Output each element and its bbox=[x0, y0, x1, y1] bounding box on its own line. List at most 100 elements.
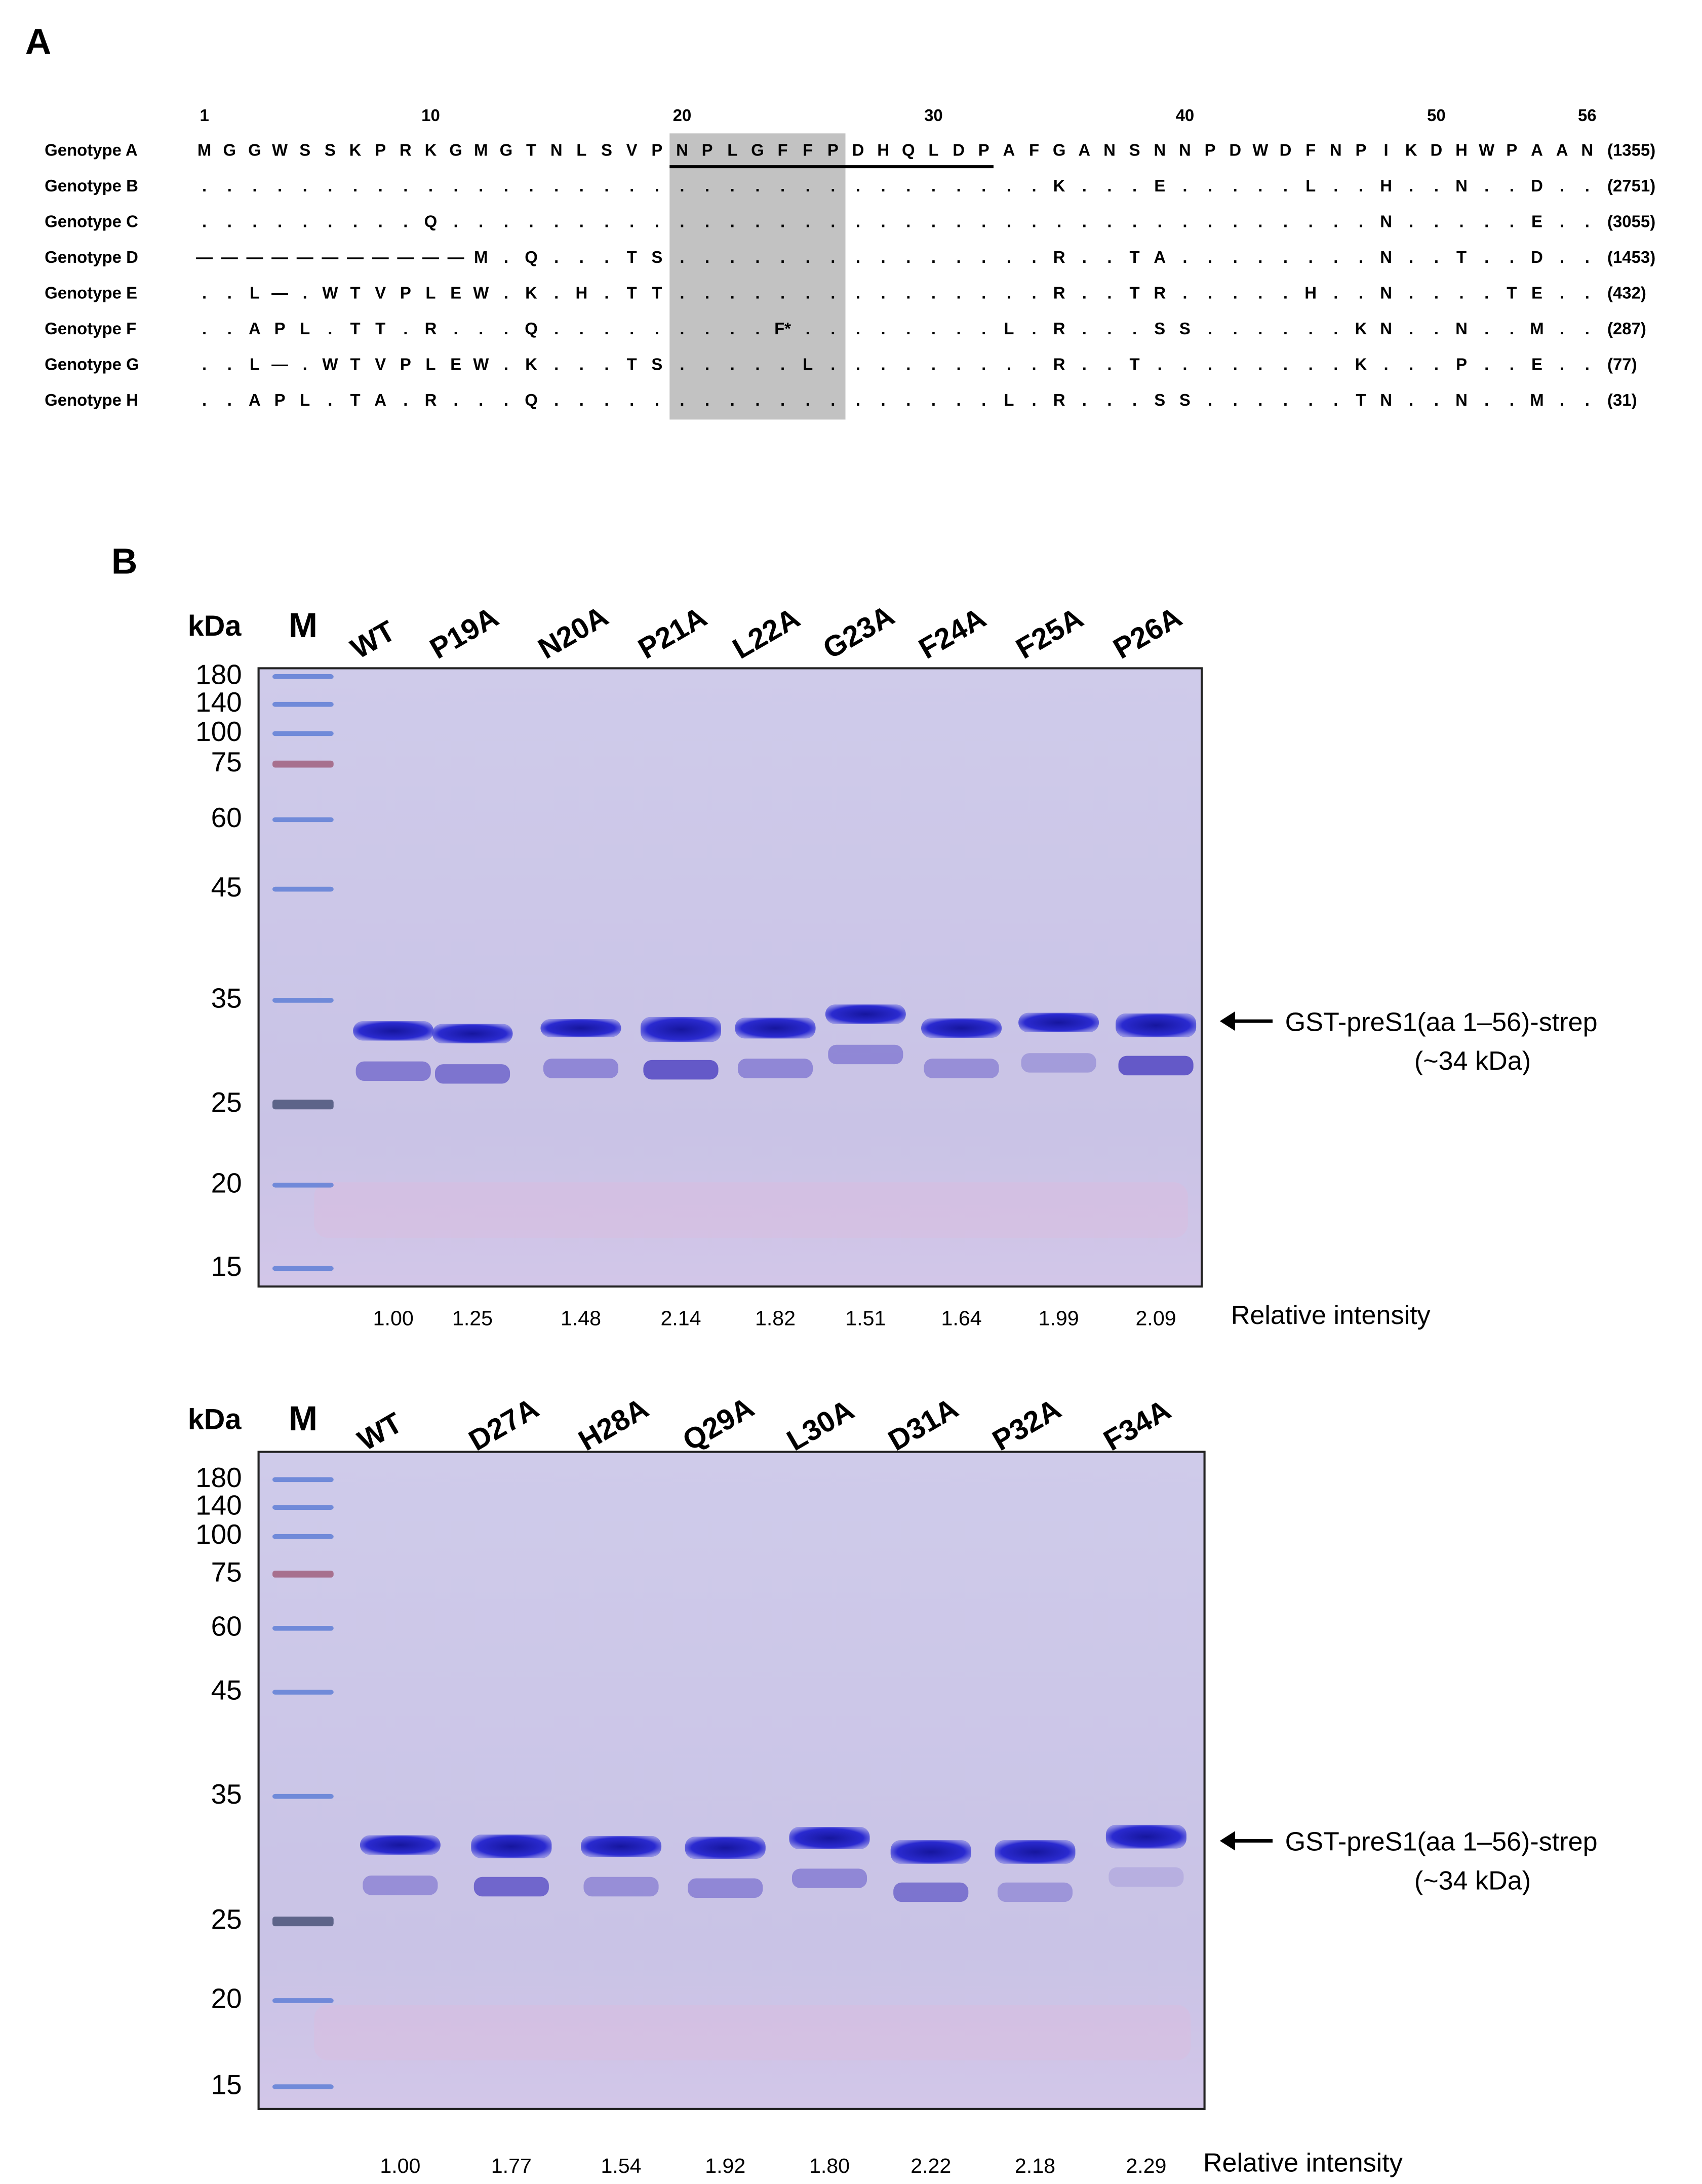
residue: A bbox=[1556, 141, 1568, 160]
residue: . bbox=[1233, 391, 1238, 409]
residue: T bbox=[627, 248, 637, 266]
marker-size: 20 bbox=[211, 1167, 242, 1198]
residue: . bbox=[579, 355, 584, 374]
residue: . bbox=[1409, 355, 1413, 374]
marker-lane-label: M bbox=[289, 1399, 318, 1438]
residue: — bbox=[297, 248, 313, 266]
residue: . bbox=[1258, 212, 1262, 231]
residue: . bbox=[529, 212, 533, 231]
residue: . bbox=[554, 319, 559, 338]
residue: N bbox=[1455, 391, 1468, 409]
residue: . bbox=[981, 319, 986, 338]
residue: . bbox=[1283, 355, 1288, 374]
residue: . bbox=[780, 355, 785, 374]
residue: T bbox=[375, 319, 385, 338]
residue: . bbox=[1082, 284, 1087, 302]
residue: . bbox=[353, 176, 358, 195]
residue: N bbox=[1154, 141, 1166, 160]
residue: F bbox=[777, 141, 787, 160]
residue: . bbox=[1510, 248, 1514, 266]
residue: S bbox=[1154, 391, 1165, 409]
residue: . bbox=[202, 355, 207, 374]
residue: — bbox=[322, 248, 338, 266]
residue: M bbox=[1530, 319, 1543, 338]
residue: . bbox=[454, 391, 458, 409]
lower-band bbox=[543, 1059, 619, 1078]
residue: F* bbox=[774, 319, 791, 338]
residue: . bbox=[780, 284, 785, 302]
intensity-label: Relative intensity bbox=[1231, 1301, 1431, 1330]
residue: T bbox=[350, 391, 360, 409]
residue: . bbox=[1309, 248, 1313, 266]
residue: . bbox=[755, 319, 760, 338]
panel-label: A bbox=[25, 22, 52, 62]
lane-label: WT bbox=[345, 614, 401, 665]
residue: P bbox=[274, 319, 286, 338]
residue: L bbox=[300, 391, 310, 409]
residue: W bbox=[322, 284, 338, 302]
residue: . bbox=[680, 212, 684, 231]
residue: . bbox=[1585, 212, 1590, 231]
residue: . bbox=[755, 284, 760, 302]
residue: H bbox=[575, 284, 587, 302]
residue: . bbox=[981, 355, 986, 374]
residue: . bbox=[227, 391, 232, 409]
residue: — bbox=[271, 284, 288, 302]
protein-band bbox=[471, 1835, 552, 1858]
residue: . bbox=[705, 319, 709, 338]
residue: V bbox=[375, 284, 386, 302]
residue: . bbox=[1283, 248, 1288, 266]
ladder-band bbox=[272, 886, 334, 892]
residue: K bbox=[1355, 355, 1367, 374]
residue: L bbox=[425, 355, 436, 374]
residue: . bbox=[1233, 355, 1238, 374]
residue: T bbox=[627, 284, 637, 302]
residue: S bbox=[1179, 391, 1191, 409]
residue: . bbox=[705, 248, 709, 266]
residue: G bbox=[449, 141, 462, 160]
residue: . bbox=[881, 212, 886, 231]
residue: . bbox=[755, 212, 760, 231]
residue: . bbox=[629, 176, 634, 195]
residue: . bbox=[1182, 176, 1187, 195]
residue: K bbox=[525, 284, 537, 302]
residue: E bbox=[450, 355, 461, 374]
residue: M bbox=[1530, 391, 1543, 409]
residue: . bbox=[1057, 212, 1061, 231]
residue: I bbox=[1384, 141, 1389, 160]
residue: . bbox=[1082, 248, 1087, 266]
panel-label: B bbox=[111, 541, 137, 582]
ladder-band bbox=[272, 701, 334, 707]
residue: N bbox=[1380, 284, 1392, 302]
residue: . bbox=[1409, 391, 1413, 409]
residue: . bbox=[931, 248, 936, 266]
residue: . bbox=[931, 176, 936, 195]
residue: . bbox=[981, 212, 986, 231]
residue: . bbox=[1309, 212, 1313, 231]
residue: W bbox=[272, 141, 288, 160]
residue: . bbox=[806, 391, 810, 409]
residue: . bbox=[906, 212, 911, 231]
residue: Q bbox=[902, 141, 915, 160]
lower-band bbox=[473, 1877, 549, 1897]
residue: . bbox=[202, 319, 207, 338]
residue: . bbox=[830, 319, 835, 338]
residue: . bbox=[856, 284, 860, 302]
protein-band bbox=[825, 1004, 906, 1024]
residue: . bbox=[655, 176, 659, 195]
protein-band bbox=[685, 1837, 766, 1859]
lower-band bbox=[355, 1061, 431, 1081]
marker-size: 20 bbox=[211, 1982, 242, 2014]
ladder-band bbox=[272, 1100, 334, 1110]
residue: R bbox=[425, 391, 437, 409]
residue: . bbox=[957, 355, 961, 374]
residue: . bbox=[629, 391, 634, 409]
residue: . bbox=[830, 391, 835, 409]
residue: . bbox=[1510, 319, 1514, 338]
band-label: GST-preS1(aa 1–56)-strep bbox=[1285, 1827, 1598, 1857]
residue: A bbox=[1078, 141, 1090, 160]
residue: . bbox=[504, 284, 508, 302]
residue: . bbox=[1459, 212, 1463, 231]
marker-lane-label: M bbox=[289, 606, 318, 645]
